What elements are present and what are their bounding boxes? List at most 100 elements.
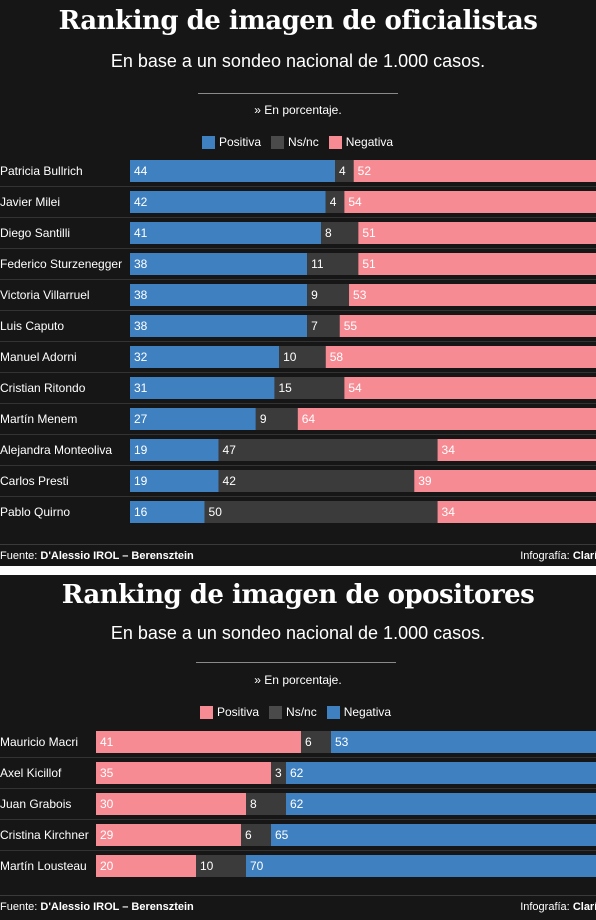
bar-negativa-patricia-bullrich xyxy=(353,160,596,182)
bar-nsnc-diego-santilli xyxy=(321,222,359,244)
bar-negativa-cristian-ritondo xyxy=(344,377,596,399)
value-label-nsnc-juan-grabois: 8 xyxy=(250,797,257,811)
bar-negativa-diego-santilli xyxy=(358,222,596,244)
bar-negativa-pablo-quirno xyxy=(437,501,596,523)
value-label-nsnc-alejandra-monteoliva: 47 xyxy=(223,443,237,457)
value-label-positiva-martin-lousteau: 20 xyxy=(100,859,114,873)
bar-negativa-martin-lousteau xyxy=(246,855,596,877)
bar-positiva-martin-lousteau xyxy=(96,855,196,877)
unit-note: » En porcentaje. xyxy=(254,103,342,117)
category-label-juan-grabois: Juan Grabois xyxy=(0,797,71,811)
opositores-panel: Ranking de imagen de opositores En base … xyxy=(0,575,596,920)
credit-line: Infografía: Clarín xyxy=(520,901,596,913)
bar-nsnc-mauricio-macri xyxy=(301,731,331,753)
unit-note: » En porcentaje. xyxy=(254,673,342,687)
value-label-positiva-victoria-villarruel: 38 xyxy=(134,288,148,302)
credit-label: Infografía: xyxy=(520,550,570,562)
bar-nsnc-luis-caputo xyxy=(307,315,340,337)
value-label-positiva-patricia-bullrich: 44 xyxy=(134,164,148,178)
chart-title: Ranking de imagen de oficialistas xyxy=(58,6,538,36)
value-label-negativa-martin-lousteau: 70 xyxy=(250,859,264,873)
bar-nsnc-manuel-adorni xyxy=(279,346,326,368)
value-label-negativa-cristian-ritondo: 54 xyxy=(348,381,362,395)
value-label-negativa-mauricio-macri: 53 xyxy=(335,735,349,749)
bar-positiva-manuel-adorni xyxy=(130,346,280,368)
bar-negativa-carlos-presti xyxy=(414,470,596,492)
credit-name: Clarín xyxy=(572,901,596,913)
bar-positiva-cristian-ritondo xyxy=(130,377,275,399)
legend-item-nsnc: Ns/nc xyxy=(271,135,319,149)
legend-label-negativa: Negativa xyxy=(343,705,392,719)
category-label-victoria-villarruel: Victoria Villarruel xyxy=(0,288,90,302)
bar-positiva-mauricio-macri xyxy=(96,731,301,753)
legend-swatch-nsnc xyxy=(271,135,285,149)
legend-swatch-positiva xyxy=(200,705,213,719)
legend-item-positiva: Positiva xyxy=(202,135,261,149)
bar-positiva-luis-caputo xyxy=(130,315,308,337)
value-label-positiva-axel-kicillof: 35 xyxy=(100,766,114,780)
category-label-diego-santilli: Diego Santilli xyxy=(0,226,70,240)
bar-positiva-federico-sturzenegger xyxy=(130,253,308,275)
bar-negativa-mauricio-macri xyxy=(331,731,596,753)
value-label-positiva-federico-sturzenegger: 38 xyxy=(134,257,148,271)
legend-swatch-negativa xyxy=(328,135,342,149)
bar-negativa-manuel-adorni xyxy=(325,346,596,368)
bar-negativa-alejandra-monteoliva xyxy=(437,439,596,461)
bar-nsnc-alejandra-monteoliva xyxy=(218,439,438,461)
bar-nsnc-carlos-presti xyxy=(218,470,415,492)
bar-nsnc-pablo-quirno xyxy=(204,501,438,523)
bar-nsnc-axel-kicillof xyxy=(271,762,286,784)
bar-nsnc-patricia-bullrich xyxy=(335,160,354,182)
bar-positiva-patricia-bullrich xyxy=(130,160,336,182)
category-label-cristian-ritondo: Cristian Ritondo xyxy=(0,381,86,395)
value-label-negativa-luis-caputo: 55 xyxy=(344,319,358,333)
legend: Positiva Ns/nc Negativa xyxy=(202,135,403,149)
value-label-nsnc-luis-caputo: 7 xyxy=(311,319,318,333)
bar-positiva-cristina-kirchner xyxy=(96,824,241,846)
chart-footer: Fuente: D'Alessio IROL – Berensztein Inf… xyxy=(0,895,596,918)
opositores-bar-chart: Mauricio Macri 41 6 53 Axel Kicillof 35 3 62 Jua… xyxy=(0,731,596,877)
value-label-negativa-martin-menem: 64 xyxy=(302,412,316,426)
bar-positiva-diego-santilli xyxy=(130,222,322,244)
value-label-negativa-alejandra-monteoliva: 34 xyxy=(442,443,456,457)
bar-negativa-axel-kicillof xyxy=(286,762,596,784)
category-label-federico-sturzenegger: Federico Sturzenegger xyxy=(0,257,122,271)
legend-item-negativa: Negativa xyxy=(326,705,392,719)
bar-negativa-martin-menem xyxy=(297,408,596,430)
bar-positiva-juan-grabois xyxy=(96,793,246,815)
source-label: Fuente: xyxy=(0,901,38,913)
bar-positiva-pablo-quirno xyxy=(130,501,205,523)
bar-positiva-javier-milei xyxy=(130,191,326,213)
value-label-negativa-axel-kicillof: 62 xyxy=(290,766,304,780)
value-label-negativa-manuel-adorni: 58 xyxy=(330,350,344,364)
legend-label-nsnc: Ns/nc xyxy=(288,135,319,149)
bar-positiva-alejandra-monteoliva xyxy=(130,439,219,461)
value-label-nsnc-javier-milei: 4 xyxy=(330,195,337,209)
value-label-nsnc-axel-kicillof: 3 xyxy=(275,766,282,780)
bar-nsnc-javier-milei xyxy=(325,191,345,213)
bar-negativa-javier-milei xyxy=(344,191,596,213)
chart-subtitle: En base a un sondeo nacional de 1.000 ca… xyxy=(110,51,486,71)
value-label-positiva-carlos-presti: 19 xyxy=(134,474,148,488)
category-label-martin-lousteau: Martín Lousteau xyxy=(0,859,87,873)
chart-title: Ranking de imagen de opositores xyxy=(61,580,535,610)
value-label-nsnc-cristian-ritondo: 15 xyxy=(278,381,292,395)
value-label-positiva-juan-grabois: 30 xyxy=(100,797,114,811)
divider xyxy=(196,662,396,663)
category-label-martin-menem: Martín Menem xyxy=(0,412,77,426)
legend-item-positiva: Positiva xyxy=(200,705,259,719)
bar-nsnc-federico-sturzenegger xyxy=(307,253,359,275)
category-label-carlos-presti: Carlos Presti xyxy=(0,474,69,488)
value-label-positiva-javier-milei: 42 xyxy=(134,195,148,209)
value-label-nsnc-pablo-quirno: 50 xyxy=(209,505,223,519)
value-label-positiva-diego-santilli: 41 xyxy=(134,226,148,240)
value-label-positiva-cristina-kirchner: 29 xyxy=(100,828,114,842)
value-label-nsnc-manuel-adorni: 10 xyxy=(283,350,297,364)
chart-footer: Fuente: D'Alessio IROL – Berensztein Inf… xyxy=(0,544,596,566)
category-label-pablo-quirno: Pablo Quirno xyxy=(0,505,70,519)
value-label-negativa-javier-milei: 54 xyxy=(348,195,362,209)
category-label-axel-kicillof: Axel Kicillof xyxy=(0,766,62,780)
source-name: D'Alessio IROL – Berensztein xyxy=(40,550,194,562)
source-line: Fuente: D'Alessio IROL – Berensztein xyxy=(0,550,194,562)
credit-label: Infografía: xyxy=(520,901,570,913)
